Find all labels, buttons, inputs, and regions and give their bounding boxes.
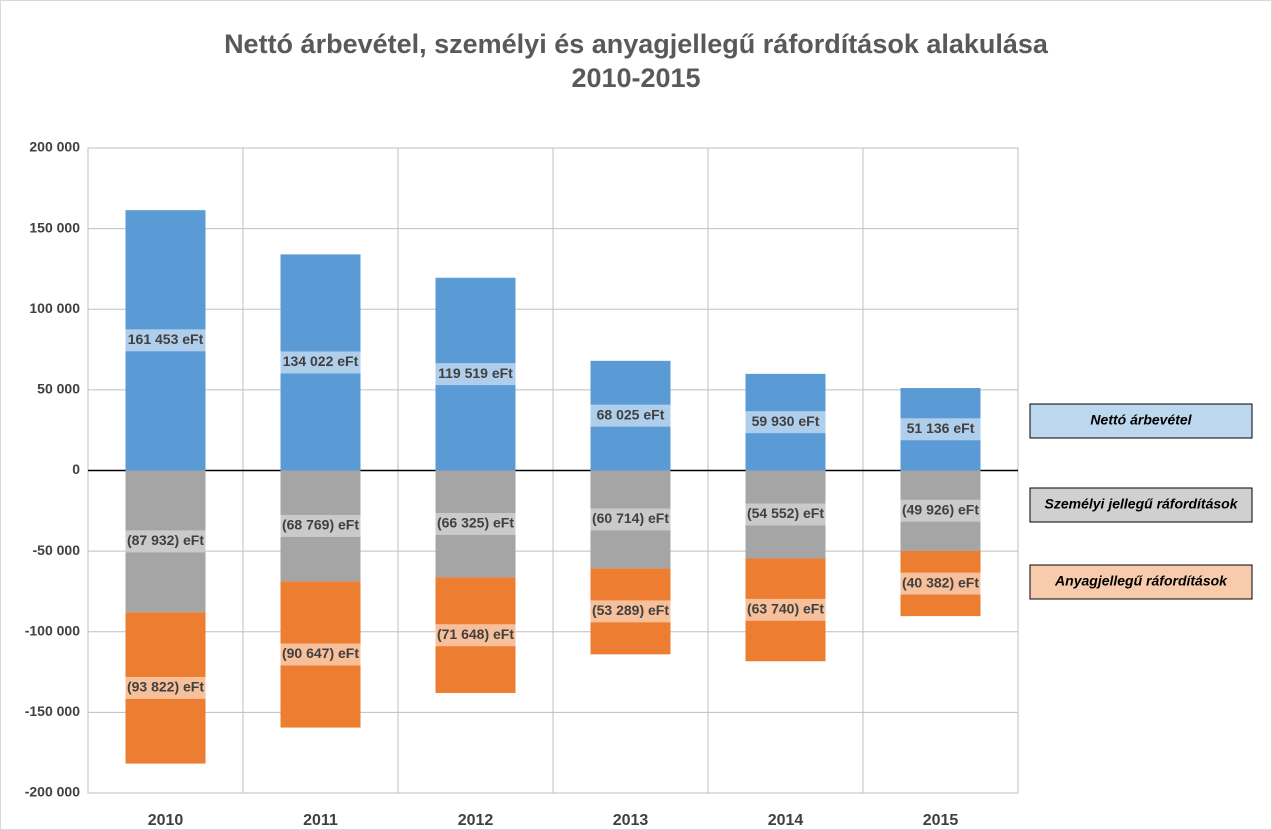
value-label-background [745, 598, 826, 621]
value-label-background [280, 643, 361, 666]
legend-label: Nettó árbevétel [1090, 412, 1192, 428]
value-label-background [590, 508, 671, 531]
value-label-background [900, 572, 981, 595]
value-label: (93 822) eFt [127, 679, 204, 695]
value-label: (54 552) eFt [747, 505, 824, 521]
value-label: (40 382) eFt [902, 574, 979, 590]
value-label-background [900, 499, 981, 522]
value-label-background [435, 512, 516, 535]
value-label: (53 289) eFt [592, 602, 669, 618]
y-tick-label: -150 000 [25, 703, 80, 719]
value-label: 51 136 eFt [907, 420, 975, 436]
value-label-background [590, 404, 671, 427]
x-tick-label: 2011 [303, 812, 338, 829]
chart-title: Nettó árbevétel, személyi és anyagjelleg… [224, 29, 1049, 59]
value-label: (63 740) eFt [747, 601, 824, 617]
value-label-background [590, 600, 671, 623]
value-label-background [900, 418, 981, 441]
value-label: (60 714) eFt [592, 510, 669, 526]
legend-box [1029, 487, 1253, 523]
y-tick-label: 50 000 [37, 381, 80, 397]
value-label: 134 022 eFt [283, 353, 359, 369]
y-tick-label: -100 000 [25, 622, 80, 638]
y-tick-label: -200 000 [25, 784, 80, 800]
value-label: (71 648) eFt [437, 626, 514, 642]
value-label: (90 647) eFt [282, 645, 359, 661]
value-label-background [745, 503, 826, 526]
value-label: 59 930 eFt [752, 413, 820, 429]
value-label-background [435, 624, 516, 647]
x-tick-label: 2014 [768, 812, 804, 829]
value-label: (87 932) eFt [127, 532, 204, 548]
value-label-background [125, 329, 206, 352]
x-tick-label: 2010 [148, 812, 184, 829]
y-tick-label: 100 000 [29, 300, 80, 316]
legend-label: Személyi jellegű ráfordítások [1045, 496, 1239, 512]
value-label: 68 025 eFt [597, 406, 665, 422]
legend-box [1029, 564, 1253, 600]
value-label-background [745, 411, 826, 434]
legend-label: Anyagjellegű ráfordítások [1054, 573, 1228, 589]
y-tick-label: 0 [72, 461, 80, 477]
x-tick-label: 2015 [923, 812, 959, 829]
legend-box [1029, 403, 1253, 439]
value-label: (49 926) eFt [902, 501, 979, 517]
value-label: (68 769) eFt [282, 517, 359, 533]
value-label-background [125, 676, 206, 699]
x-tick-label: 2013 [613, 812, 649, 829]
value-label: 119 519 eFt [438, 365, 513, 381]
x-tick-label: 2012 [458, 812, 494, 829]
value-label-background [435, 363, 516, 386]
value-label: (66 325) eFt [437, 515, 514, 531]
value-label: 161 453 eFt [128, 331, 204, 347]
value-label-background [280, 514, 361, 537]
chart-title: 2010-2015 [571, 63, 700, 93]
y-tick-label: -50 000 [33, 542, 81, 558]
value-label-background [125, 530, 206, 553]
value-label-background [280, 351, 361, 374]
y-tick-label: 150 000 [29, 219, 80, 235]
y-tick-label: 200 000 [29, 139, 80, 155]
